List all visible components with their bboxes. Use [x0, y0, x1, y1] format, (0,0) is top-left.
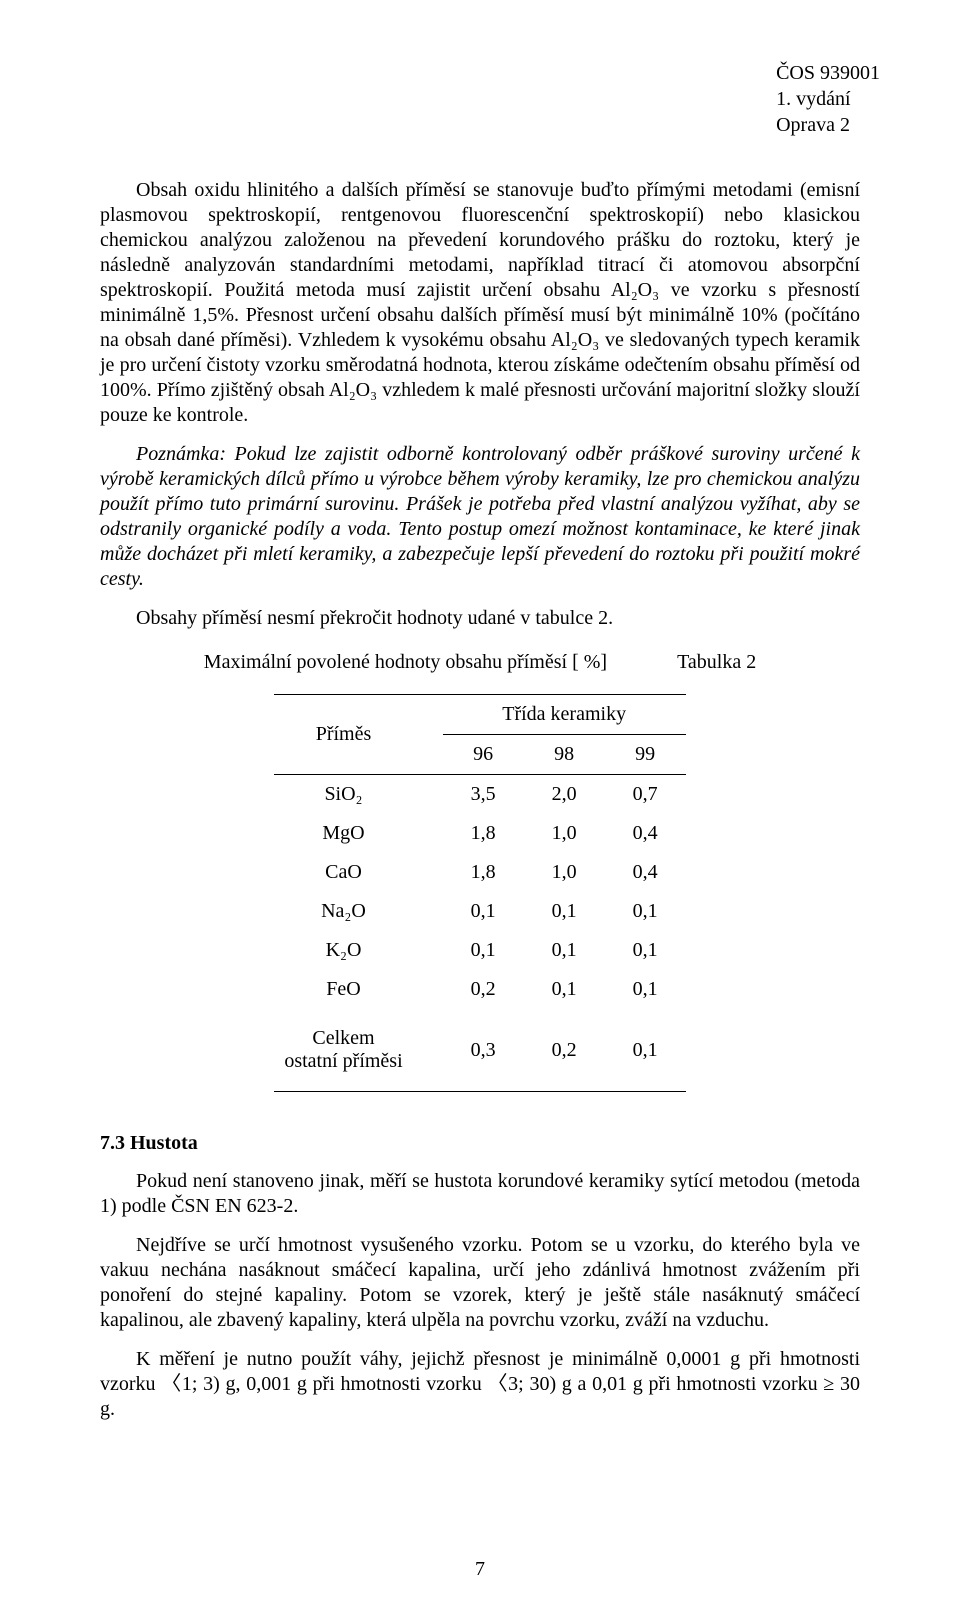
cell: 0,1 — [443, 931, 524, 970]
table-row: SiO₂ 3,5 2,0 0,7 — [274, 775, 685, 815]
cell: 0,7 — [605, 775, 686, 815]
cell: 0,2 — [524, 1009, 605, 1092]
cell: 0,1 — [605, 931, 686, 970]
cell: 0,1 — [524, 931, 605, 970]
section-paragraph-1: Pokud není stanoveno jinak, měří se hust… — [100, 1169, 860, 1219]
table-col-96: 96 — [443, 735, 524, 775]
cell: 0,4 — [605, 853, 686, 892]
table-span-header: Třída keramiky — [443, 695, 686, 735]
cell: 0,4 — [605, 814, 686, 853]
cell: 0,3 — [443, 1009, 524, 1092]
table-caption: Maximální povolené hodnoty obsahu příměs… — [204, 651, 607, 674]
row-label: CaO — [274, 853, 442, 892]
table-wrapper: Příměs Třída keramiky 96 98 99 SiO₂ 3,5 … — [100, 694, 860, 1092]
table-caption-ref: Tabulka 2 — [677, 651, 756, 674]
table-caption-row: Maximální povolené hodnoty obsahu příměs… — [100, 651, 860, 674]
cell: 0,1 — [524, 892, 605, 931]
table-row: K₂O 0,1 0,1 0,1 — [274, 931, 685, 970]
cell: 3,5 — [443, 775, 524, 815]
section-paragraph-3: K měření je nutno použít váhy, jejichž p… — [100, 1347, 860, 1422]
cell: 0,2 — [443, 970, 524, 1009]
cell: 0,1 — [443, 892, 524, 931]
body-paragraph-note: Poznámka: Pokud lze zajistit odborně kon… — [100, 442, 860, 592]
row-label: FeO — [274, 970, 442, 1009]
cell: 1,8 — [443, 853, 524, 892]
doc-correction: Oprava 2 — [776, 114, 850, 136]
body-paragraph-1: Obsah oxidu hlinitého a dalších příměsí … — [100, 178, 860, 428]
cell: 0,1 — [605, 970, 686, 1009]
section-paragraph-2: Nejdříve se určí hmotnost vysušeného vzo… — [100, 1233, 860, 1333]
table-col-99: 99 — [605, 735, 686, 775]
body-paragraph-3: Obsahy příměsí nesmí překročit hodnoty u… — [100, 606, 860, 631]
cell: 2,0 — [524, 775, 605, 815]
row-label: MgO — [274, 814, 442, 853]
cell: 0,1 — [524, 970, 605, 1009]
table-row-header: Příměs — [274, 695, 442, 775]
cell: 0,1 — [605, 1009, 686, 1092]
row-label: K₂O — [274, 931, 442, 970]
table-row: FeO 0,2 0,1 0,1 — [274, 970, 685, 1009]
row-label: Na₂O — [274, 892, 442, 931]
table-row: MgO 1,8 1,0 0,4 — [274, 814, 685, 853]
section-title: Hustota — [130, 1132, 198, 1154]
table-row-summary: Celkem ostatní příměsi 0,3 0,2 0,1 — [274, 1009, 685, 1092]
section-heading: 7.3 Hustota — [100, 1132, 860, 1155]
cell: 1,0 — [524, 814, 605, 853]
cell: 1,8 — [443, 814, 524, 853]
row-label: SiO₂ — [274, 775, 442, 815]
table-row: Na₂O 0,1 0,1 0,1 — [274, 892, 685, 931]
doc-edition: 1. vydání — [776, 88, 850, 110]
cell: 1,0 — [524, 853, 605, 892]
table-col-98: 98 — [524, 735, 605, 775]
cell: 0,1 — [605, 892, 686, 931]
doc-header: ČOS 939001 1. vydání Oprava 2 — [100, 60, 880, 138]
page-number: 7 — [0, 1558, 960, 1581]
section-number: 7.3 — [100, 1132, 125, 1154]
page: ČOS 939001 1. vydání Oprava 2 Obsah oxid… — [0, 0, 960, 1611]
table-row: CaO 1,8 1,0 0,4 — [274, 853, 685, 892]
doc-code: ČOS 939001 — [776, 62, 880, 84]
impurity-limits-table: Příměs Třída keramiky 96 98 99 SiO₂ 3,5 … — [274, 694, 685, 1092]
row-label-summary: Celkem ostatní příměsi — [274, 1009, 442, 1092]
